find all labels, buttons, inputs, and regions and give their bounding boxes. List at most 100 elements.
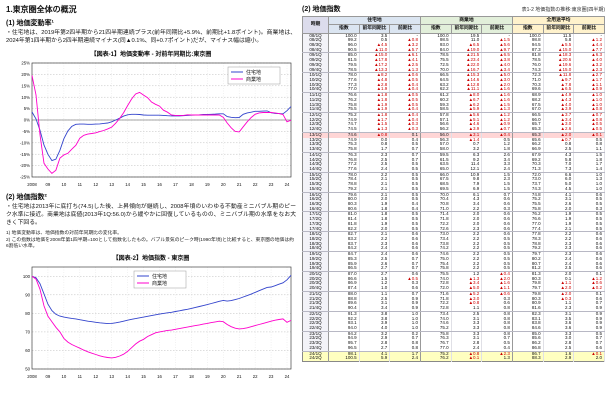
table-cell: 73.4	[420, 237, 452, 242]
table-cell: 0.5	[481, 251, 513, 257]
table-cell: 1.0	[389, 311, 421, 317]
table-cell: 66.5	[420, 72, 452, 78]
table-cell: ▲19.6	[543, 62, 575, 68]
table-cell: 80.7	[512, 261, 544, 267]
period-cell: 18/4Q	[302, 246, 329, 253]
table-cell: 3.2	[359, 331, 391, 337]
table-cell: 57.0	[420, 142, 452, 148]
table-row: 15/2Q 78.4 2.1 0.5 67.5 9.8 2.3 73.0 6.0 1.3	[302, 177, 605, 183]
table-row: 14/1Q 76.3 2.3 0.7 59.5 6.3 2.6 67.9 4.3 1.5	[302, 152, 605, 158]
table-cell: 0.5	[389, 166, 421, 173]
svg-text:17: 17	[173, 374, 178, 379]
table-cell: 0.9	[573, 321, 605, 326]
col-header-com-index: 指数	[419, 24, 452, 34]
table-cell: 0.5	[573, 221, 605, 227]
table-cell: 78.4	[328, 177, 360, 183]
table-row: 16/3Q 80.3 1.9 0.4 70.8 3.4 0.6 75.5 2.6 0.5	[302, 201, 605, 207]
table-cell: ▲22.0	[451, 62, 483, 68]
table-cell: 4.5	[543, 186, 575, 193]
table-cell: ▲0.3	[543, 296, 575, 302]
table-cell: 0.5	[389, 177, 421, 183]
table-cell: 96.5	[328, 345, 360, 352]
table-cell: 0.6	[481, 201, 513, 207]
table-cell: 74.9	[328, 137, 360, 143]
table-cell: 0.5	[389, 221, 421, 227]
svg-text:24: 24	[285, 182, 290, 187]
table-cell: 0.8	[481, 316, 513, 322]
table-cell: 80.3	[328, 201, 360, 207]
table-cell: 2.2	[451, 266, 483, 273]
table-cell: 2.2	[451, 251, 483, 257]
table-cell: ▲23.4	[451, 58, 483, 63]
table-cell: 0.7	[389, 266, 421, 273]
table-cell: 0.7	[389, 291, 421, 297]
table-cell: 69.2	[512, 157, 544, 163]
table-cell: ▲3.8	[481, 58, 513, 63]
table-cell: 1.5	[481, 172, 513, 178]
table-cell: 93.1	[328, 321, 360, 326]
footnote-2: 2) この指数は地価を2008年第1四半期=100として指数化したもの。バブル景…	[6, 238, 294, 250]
table-row: 22/4Q 94.0 4.0 1.0 75.2 3.3 0.8 84.6 3.6 0.9	[302, 325, 605, 332]
table-cell: 2.2	[359, 237, 391, 242]
table-cell: ▲1.8	[359, 112, 391, 118]
table-cell: 61.5	[420, 157, 452, 163]
svg-text:15: 15	[141, 374, 146, 379]
table-cell: 0.5	[573, 217, 605, 222]
table-cell: ▲0.7	[543, 137, 575, 143]
table-cell: 0.6	[481, 231, 513, 237]
table-cell: ▲0.6	[389, 72, 421, 78]
period-cell: 16/1Q	[302, 192, 329, 198]
period-cell: 24/2Q	[302, 356, 329, 362]
table-cell: 0.3	[573, 206, 605, 213]
table-row: 19/3Q 85.9 2.6 0.7 75.4 2.2 0.5 80.7 2.4 0.6	[302, 261, 605, 267]
table-cell: 74.3	[512, 186, 544, 193]
table-cell: ▲15.3	[451, 72, 483, 78]
table-cell: 66.0	[420, 172, 452, 178]
table-cell: ▲0.8	[389, 38, 421, 43]
table-cell: ▲2.5	[389, 62, 421, 68]
table-cell: 2.5	[359, 157, 391, 163]
table-cell: 2.5	[359, 256, 391, 262]
table-cell: 81.0	[328, 211, 360, 218]
table-cell: 4.3	[543, 152, 575, 158]
table-cell: 0.5	[481, 137, 513, 143]
svg-text:19: 19	[205, 374, 210, 379]
table-cell: 56.0	[420, 132, 452, 138]
table-cell: 0.4	[389, 201, 421, 207]
table-cell: 76.3	[328, 152, 360, 158]
table-row: 11/4Q 75.5 ▲1.9 ▲0.4 58.5 ▲5.9 ▲1.3 67.0 ▲3.9 ▲0.…	[302, 107, 605, 114]
period-cell: 17/4Q	[302, 226, 329, 233]
svg-text:2008: 2008	[27, 182, 37, 187]
table-cell: 0.5	[573, 226, 605, 233]
table-cell: ▲3.0	[451, 296, 483, 302]
period-cell: 14/3Q	[302, 162, 329, 167]
table-cell: 77.6	[328, 166, 360, 173]
table-cell: ▲2.8	[359, 82, 391, 88]
table-cell: 78.0	[328, 72, 360, 78]
period-cell: 17/1Q	[302, 211, 329, 218]
table-cell: 0.7	[389, 336, 421, 342]
table-cell: 77.0	[328, 87, 360, 94]
period-cell: 12/4Q	[302, 127, 329, 133]
table-cell: 3.4	[451, 201, 483, 207]
table-cell: 2.0	[359, 197, 391, 202]
table-cell: 0.5	[573, 137, 605, 143]
svg-text:11: 11	[78, 374, 83, 379]
table-cell: 78.5	[420, 52, 452, 59]
period-cell: 23/4Q	[302, 345, 329, 352]
table-cell: 7.3	[543, 166, 575, 173]
table-cell: ▲5.6	[451, 112, 483, 118]
table-cell: 74.6	[420, 251, 452, 257]
table-cell: 0.5	[481, 256, 513, 262]
table-cell: 75.3	[328, 142, 360, 148]
table-cell: ▲4.1	[389, 58, 421, 63]
table-row: 21/1Q 88.0 1.1 0.7 71.6 ▲5.2 ▲0.6 79.8 ▲2.0 0.1	[302, 291, 605, 297]
table-cell: ▲2.3	[481, 351, 513, 357]
table-cell: 76.0	[512, 62, 544, 68]
table-cell: ▲3.1	[451, 132, 483, 138]
table-cell: 74.6	[420, 321, 452, 326]
period-cell: 13/1Q	[302, 132, 329, 138]
svg-text:商業地: 商業地	[152, 279, 167, 286]
table-cell: ▲5.7	[389, 47, 421, 54]
table-cell: ▲6.3	[573, 52, 605, 59]
